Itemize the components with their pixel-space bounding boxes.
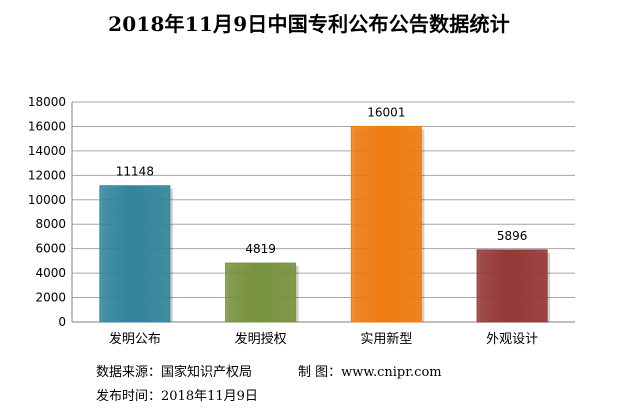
y-tick-label: 4000 — [35, 266, 66, 280]
chart-credit: 制 图：www.cnipr.com — [298, 365, 442, 380]
y-tick-label: 12000 — [28, 168, 66, 182]
y-tick-label: 6000 — [35, 242, 66, 256]
data-label: 5896 — [497, 229, 528, 243]
x-category-label: 发明授权 — [235, 331, 287, 347]
bar-3 — [350, 125, 422, 323]
x-category-label: 实用新型 — [360, 331, 412, 347]
bar-2 — [225, 262, 297, 323]
publish-date: 发布时间：2018年11月9日 — [96, 389, 258, 404]
data-source: 数据来源：国家知识产权局 — [96, 365, 253, 380]
data-label: 16001 — [367, 105, 405, 119]
y-tick-label: 0 — [58, 315, 66, 329]
bar-4 — [476, 249, 548, 323]
y-tick-label: 18000 — [28, 95, 66, 109]
data-label: 4819 — [245, 242, 276, 256]
y-tick-label: 14000 — [28, 144, 66, 158]
y-tick-label: 8000 — [35, 217, 66, 231]
x-category-label: 外观设计 — [486, 332, 538, 347]
data-labels: 11148 4819 16001 5896 — [116, 105, 528, 256]
data-label: 11148 — [116, 165, 154, 179]
bars — [99, 125, 551, 323]
y-tick-label: 10000 — [28, 193, 66, 207]
axes: 0 2000 4000 6000 8000 10000 12000 14000 16000 180… — [28, 95, 538, 347]
chart-title: 2018年11月9日中国专利公布公告数据统计 — [108, 12, 510, 36]
y-tick-label: 2000 — [35, 291, 66, 305]
footer-line-2: 发布时间：2018年11月9日 — [96, 385, 258, 404]
bar-1 — [99, 185, 171, 323]
footer-line-1: 数据来源：国家知识产权局 制 图：www.cnipr.com — [96, 361, 442, 380]
y-tick-label: 16000 — [28, 119, 66, 133]
x-category-label: 发明公布 — [109, 331, 161, 347]
